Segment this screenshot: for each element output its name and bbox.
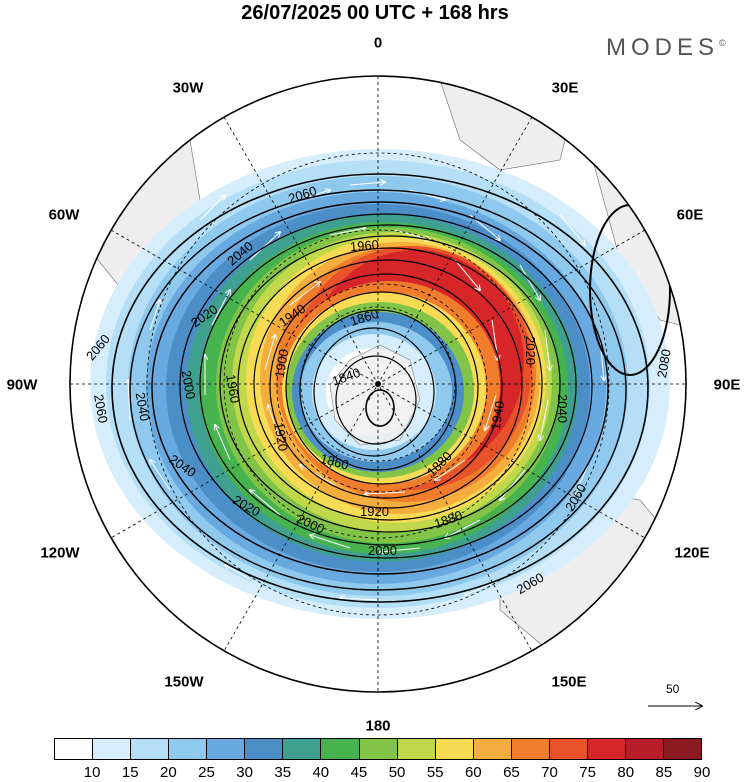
lon-label-150e: 150E [551, 673, 587, 691]
south-pole-marker [375, 381, 381, 387]
map-fields [70, 76, 686, 692]
colorbar-tick-label: 55 [426, 764, 444, 781]
colorbar-cell [511, 739, 550, 759]
lon-label-120w: 120W [40, 544, 80, 562]
lon-label-120e: 120E [674, 544, 710, 562]
reference-vector-arrow [648, 680, 710, 716]
lon-label-90e: 90E [713, 376, 741, 394]
colorbar-cell [207, 739, 246, 759]
brand-text: MODES [606, 34, 720, 61]
colorbar-ticks: 10 15 20 25 30 35 40 45 50 55 60 65 70 75 80 85 90 [54, 764, 711, 782]
lon-label-90w: 90W [6, 376, 38, 394]
colorbar-cell [245, 739, 284, 759]
colorbar-cell [55, 739, 94, 759]
colorbar-cell [435, 739, 474, 759]
colorbar-cell [93, 739, 132, 759]
colorbar [54, 738, 702, 760]
colorbar-cell [587, 739, 626, 759]
colorbar-cell [321, 739, 360, 759]
colorbar-tick-label: 45 [350, 764, 368, 781]
brand-mark: © [719, 38, 726, 48]
colorbar-tick-label: 70 [541, 764, 558, 781]
lon-label-180: 180 [365, 717, 391, 735]
lon-label-60e: 60E [676, 206, 704, 224]
land-mass-antarctica [329, 344, 421, 446]
map-boundary [69, 75, 687, 693]
colorbar-cell [397, 739, 436, 759]
colorbar-cell [131, 739, 170, 759]
colorbar-cell [625, 739, 664, 759]
lon-label-0: 0 [373, 34, 383, 52]
lon-label-150w: 150W [164, 673, 204, 691]
colorbar-tick-label: 65 [503, 764, 520, 781]
colorbar-tick-label: 35 [274, 764, 292, 781]
brand-logo: MODES© [606, 34, 726, 62]
colorbar-tick-label: 25 [198, 764, 215, 781]
colorbar-tick-label: 20 [160, 764, 177, 781]
lon-label-60w: 60W [48, 206, 80, 224]
colorbar-tick-label: 90 [693, 764, 711, 781]
colorbar-tick-label: 75 [579, 764, 596, 781]
chart-title: 26/07/2025 00 UTC + 168 hrs [241, 2, 509, 24]
colorbar-tick-label: 85 [655, 764, 673, 781]
colorbar-cell [359, 739, 398, 759]
colorbar-tick-label: 50 [388, 764, 406, 781]
colorbar-tick-label: 15 [121, 764, 139, 781]
colorbar-tick-label: 60 [464, 764, 482, 781]
reference-vector-label: 50 [666, 682, 680, 696]
lon-label-30e: 30E [551, 79, 579, 97]
colorbar-cell [664, 739, 702, 759]
colorbar-tick-label: 40 [312, 764, 330, 781]
colorbar-tick-label: 80 [617, 764, 635, 781]
colorbar-cell [473, 739, 512, 759]
colorbar-tick-label: 10 [83, 764, 101, 781]
colorbar-cell [549, 739, 588, 759]
lon-label-30w: 30W [172, 79, 204, 97]
colorbar-cell [283, 739, 322, 759]
colorbar-cell [169, 739, 208, 759]
colorbar-tick-label: 30 [236, 764, 253, 781]
